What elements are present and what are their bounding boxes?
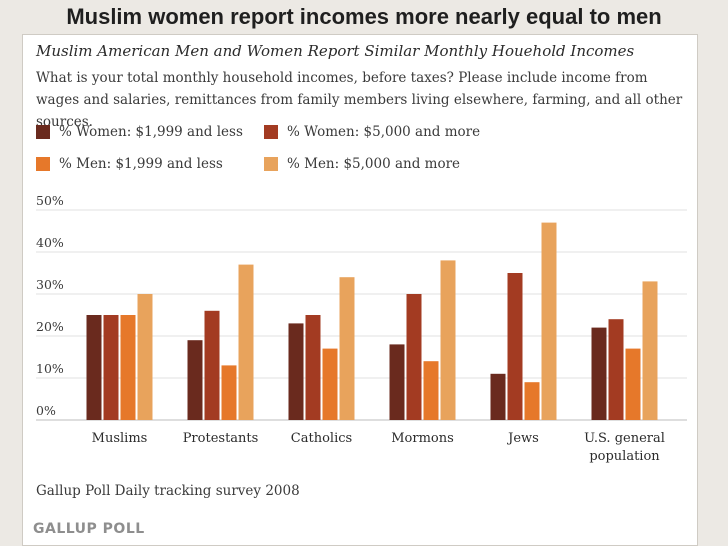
bar: [406, 294, 422, 420]
y-tick-label: 50%: [36, 193, 64, 208]
bar: [221, 365, 237, 420]
bar: [625, 348, 641, 420]
bar: [541, 222, 557, 420]
bar: [440, 260, 456, 420]
legend-item-women-low: % Women: $1,999 and less: [36, 123, 243, 141]
bar: [339, 277, 355, 420]
bar: [423, 361, 439, 420]
chart-title: Muslim American Men and Women Report Sim…: [36, 42, 635, 60]
bar: [103, 315, 119, 420]
slide-title: Muslim women report incomes more nearly …: [66, 4, 662, 29]
bar: [187, 340, 203, 420]
bar: [524, 382, 540, 420]
x-category-label: U.S. general: [584, 431, 665, 446]
legend-swatch: [36, 125, 50, 139]
source-note: Gallup Poll Daily tracking survey 2008: [36, 483, 300, 499]
legend-label: % Women: $5,000 and more: [287, 124, 481, 140]
bar: [591, 327, 607, 420]
gallup-logo: GALLUP POLL: [33, 521, 145, 537]
bar: [642, 281, 658, 420]
survey-question: What is your total monthly household inc…: [36, 70, 683, 130]
x-category-label: Mormons: [391, 431, 454, 446]
legend-item-men-high: % Men: $5,000 and more: [264, 155, 460, 173]
y-tick-label: 0%: [36, 403, 56, 418]
bar: [608, 319, 624, 420]
bar: [288, 323, 304, 420]
bar: [322, 348, 338, 420]
bar-chart: 0% 10% 20% 30% 40% 50% Muslims Protestants Catho…: [36, 193, 687, 464]
legend-swatch: [264, 125, 278, 139]
y-tick-label: 20%: [36, 319, 64, 334]
legend-label: % Men: $5,000 and more: [287, 156, 461, 172]
bar: [305, 315, 321, 420]
x-category-label: Protestants: [183, 431, 259, 446]
bar: [137, 294, 153, 420]
x-category-label: Catholics: [291, 431, 352, 446]
bar: [204, 310, 220, 420]
y-tick-label: 40%: [36, 235, 64, 250]
bar: [86, 315, 102, 420]
legend-item-men-low: % Men: $1,999 and less: [36, 155, 223, 173]
bar: [120, 315, 136, 420]
x-category-label: Jews: [506, 431, 539, 446]
y-tick-label: 10%: [36, 361, 64, 376]
x-category-label: Muslims: [92, 431, 148, 446]
bar: [389, 344, 405, 420]
bar: [507, 273, 523, 420]
bar: [238, 264, 254, 420]
legend-label: % Men: $1,999 and less: [59, 156, 223, 172]
chart-panel: Muslim American Men and Women Report Sim…: [22, 34, 698, 546]
legend-label: % Women: $1,999 and less: [59, 124, 243, 140]
x-category-label: population: [589, 449, 660, 464]
legend-swatch: [36, 157, 50, 171]
legend-item-women-high: % Women: $5,000 and more: [264, 123, 480, 141]
bar: [490, 373, 506, 420]
legend-swatch: [264, 157, 278, 171]
y-tick-label: 30%: [36, 277, 64, 292]
